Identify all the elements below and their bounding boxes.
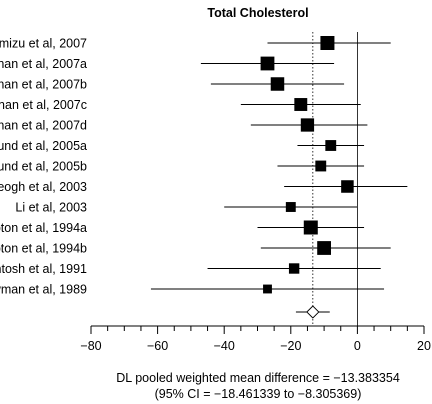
study-label: Biorklund et al, 2005b — [0, 160, 87, 174]
pooled-estimate-label: DL pooled weighted mean difference = −13… — [116, 371, 400, 385]
study-label: Lupton et al, 1994b — [0, 242, 87, 256]
study-label: Newman et al, 1989 — [0, 283, 87, 297]
study-point-square — [303, 220, 318, 235]
study-point-square — [263, 284, 272, 294]
study-point-square — [285, 202, 296, 212]
study-label: Keogh et al, 2003 — [0, 180, 87, 194]
pooled-diamond — [306, 305, 320, 319]
study-label: Kennan et al, 2007d — [0, 119, 87, 133]
study-point-square — [320, 36, 335, 50]
x-tick-label: −80 — [80, 339, 101, 353]
study-label: Li et al, 2003 — [15, 201, 87, 215]
study-point-square — [270, 77, 285, 91]
chart-title: Total Cholesterol — [207, 6, 308, 20]
study-point-square — [317, 241, 331, 255]
study-label: Shimizu et al, 2007 — [0, 37, 87, 51]
x-tick-label: 20 — [417, 339, 431, 353]
study-label: McIntosh et al, 1991 — [0, 262, 87, 276]
study-point-square — [325, 140, 337, 151]
study-label: Kennan et al, 2007a — [0, 57, 87, 71]
study-point-square — [260, 56, 275, 71]
x-tick-label: 0 — [354, 339, 361, 353]
study-point-square — [294, 98, 308, 111]
study-point-square — [300, 118, 315, 132]
study-point-square — [315, 160, 327, 172]
x-tick-label: −40 — [214, 339, 235, 353]
studies-layer: Shimizu et al, 2007 Kennan et al, 2007a Ke… — [0, 32, 408, 326]
study-point-square — [341, 180, 354, 193]
x-tick-label: −20 — [280, 339, 301, 353]
study-label: Lupton et al, 1994a — [0, 221, 87, 235]
x-axis: −80 −60 −40 −20 0 20 — [80, 325, 431, 353]
study-label: Biorklund et al, 2005a — [0, 139, 87, 153]
x-tick-label: −60 — [147, 339, 168, 353]
study-point-square — [288, 263, 300, 274]
study-label: Kennan et al, 2007b — [0, 78, 87, 92]
study-label: Kennan et al, 2007c — [0, 98, 87, 112]
pooled-ci-label: (95% CI = −18.461339 to −8.305369) — [155, 387, 362, 401]
